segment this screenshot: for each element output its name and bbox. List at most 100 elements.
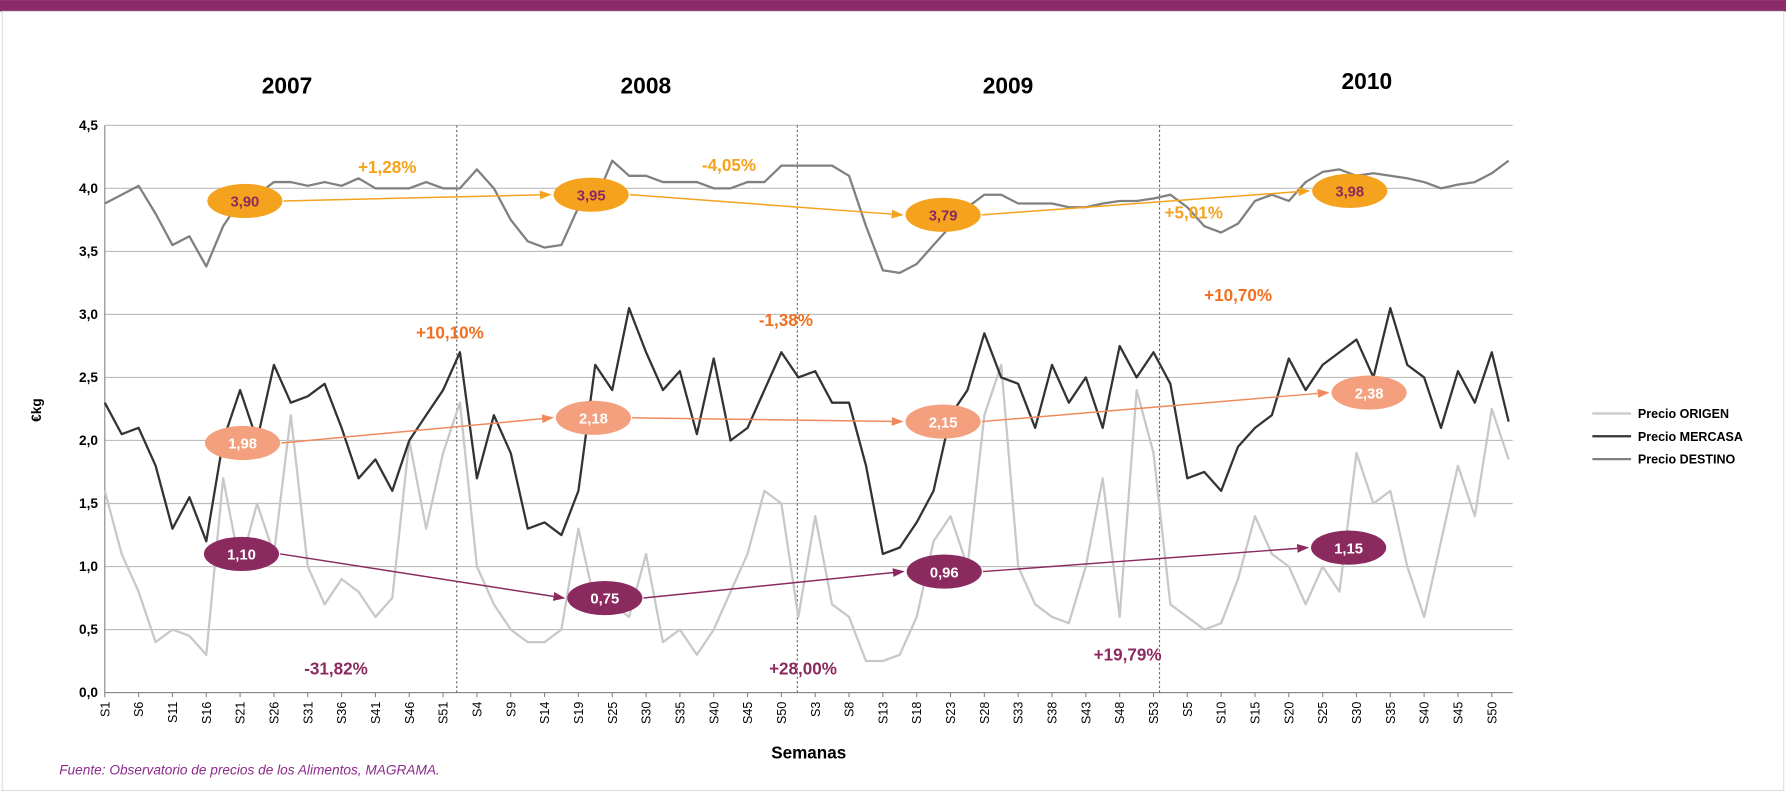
callout-label: 1,98	[228, 437, 257, 453]
x-tick-label: S1	[98, 702, 112, 717]
x-tick-label: S21	[234, 702, 248, 724]
change-arrow	[981, 389, 1330, 423]
y-tick-label: 0,0	[79, 685, 98, 700]
x-tick-label: S15	[1249, 702, 1263, 724]
x-tick-label: S50	[775, 702, 789, 724]
change-label: -31,82%	[304, 659, 368, 678]
legend-label: Precio MERCASA	[1638, 430, 1743, 444]
x-tick-label: S26	[267, 702, 281, 724]
change-arrow	[280, 553, 566, 601]
x-tick-label: S8	[843, 702, 857, 717]
callout-bubble	[567, 580, 643, 616]
x-tick-label: S28	[978, 702, 992, 724]
y-axis-label: €kg	[29, 398, 44, 422]
x-tick-label: S5	[1181, 702, 1195, 717]
y-tick-label: 3,0	[79, 307, 98, 322]
change-arrow	[982, 543, 1310, 573]
year-label: 2010	[1342, 68, 1393, 94]
x-tick-label: S3	[809, 702, 823, 717]
x-tick-label: S11	[166, 702, 180, 723]
y-tick-label: 4,0	[79, 181, 98, 196]
y-tick-label: 4,5	[79, 118, 98, 133]
callout-label: 3,90	[230, 195, 259, 211]
callout-bubble	[207, 183, 283, 219]
x-tick-label: S9	[504, 702, 518, 717]
frame	[1, 10, 1785, 792]
y-tick-label: 1,5	[79, 496, 98, 511]
change-label: +28,00%	[769, 659, 837, 678]
callout-bubble	[205, 425, 281, 461]
change-arrow	[629, 193, 904, 219]
y-tick-label: 2,0	[79, 433, 98, 448]
x-tick-label: S33	[1012, 702, 1026, 724]
callout-label: 2,18	[579, 411, 608, 427]
x-tick-label: S46	[403, 702, 417, 724]
change-label: +10,70%	[1204, 286, 1272, 305]
x-tick-label: S53	[1147, 702, 1161, 724]
x-tick-label: S20	[1282, 702, 1296, 724]
callout-bubble	[905, 197, 981, 232]
series-line	[103, 307, 1510, 556]
y-tick-label: 1,0	[79, 559, 98, 574]
x-tick-label: S16	[200, 702, 214, 724]
legend-label: Precio DESTINO	[1638, 453, 1736, 467]
change-label: +5,01%	[1165, 204, 1223, 223]
x-tick-label: S6	[132, 702, 146, 717]
source: Fuente: Observatorio de precios de los A…	[59, 763, 440, 778]
x-tick-label: S14	[538, 702, 552, 724]
callout-label: 1,10	[227, 548, 256, 564]
callout-label: 3,95	[577, 188, 606, 204]
callout-bubble	[906, 554, 982, 589]
callout-bubble	[1312, 173, 1388, 208]
x-tick-label: S25	[1316, 702, 1330, 724]
change-arrow	[643, 568, 905, 599]
x-tick-label: S13	[876, 702, 890, 724]
change-label: -1,38%	[759, 311, 813, 330]
y-tick-label: 3,5	[79, 244, 98, 259]
x-tick-label: S45	[741, 702, 755, 724]
callout-bubble	[555, 400, 632, 435]
change-label: +19,79%	[1094, 646, 1162, 665]
top-bar	[0, 0, 1786, 12]
series-line	[104, 159, 1510, 274]
x-tick-label: S48	[1113, 702, 1127, 724]
callout-label: 1,15	[1334, 541, 1363, 557]
x-tick-label: S4	[470, 702, 484, 717]
callout-label: 0,75	[590, 592, 619, 608]
x-tick-label: S36	[335, 702, 349, 724]
x-tick-label: S41	[369, 702, 383, 724]
x-tick-label: S19	[572, 702, 586, 724]
y-tick-label: 2,5	[79, 370, 98, 385]
callout-label: 0,96	[930, 565, 959, 581]
x-tick-label: S10	[1215, 702, 1229, 724]
year-label: 2007	[262, 72, 313, 98]
callout-bubble	[1331, 375, 1407, 410]
callout-bubble	[905, 404, 981, 439]
change-label: -4,05%	[702, 156, 756, 175]
change-arrow	[283, 190, 552, 202]
callout-bubble	[203, 536, 280, 572]
x-tick-label: S51	[437, 702, 451, 724]
x-tick-label: S18	[910, 702, 924, 724]
change-arrow	[632, 416, 904, 426]
callout-label: 2,15	[929, 415, 958, 431]
legend-label: Precio ORIGEN	[1638, 407, 1729, 421]
x-tick-label: S43	[1079, 702, 1093, 724]
year-label: 2009	[983, 72, 1034, 98]
x-tick-label: S35	[1384, 702, 1398, 724]
x-tick-label: S50	[1485, 702, 1499, 724]
callout-label: 2,38	[1355, 386, 1384, 402]
x-tick-label: S23	[944, 702, 958, 724]
callout-label: 3,79	[929, 209, 958, 225]
series-line	[103, 363, 1510, 663]
x-tick-label: S40	[1418, 702, 1432, 724]
x-tick-label: S30	[1350, 702, 1364, 724]
callout-label: 3,98	[1335, 185, 1364, 201]
x-tick-label: S45	[1452, 702, 1466, 724]
change-label: +10,10%	[416, 323, 484, 342]
x-axis-label: Semanas	[771, 744, 846, 763]
change-label: +1,28%	[358, 158, 416, 177]
x-tick-label: S30	[640, 702, 654, 724]
